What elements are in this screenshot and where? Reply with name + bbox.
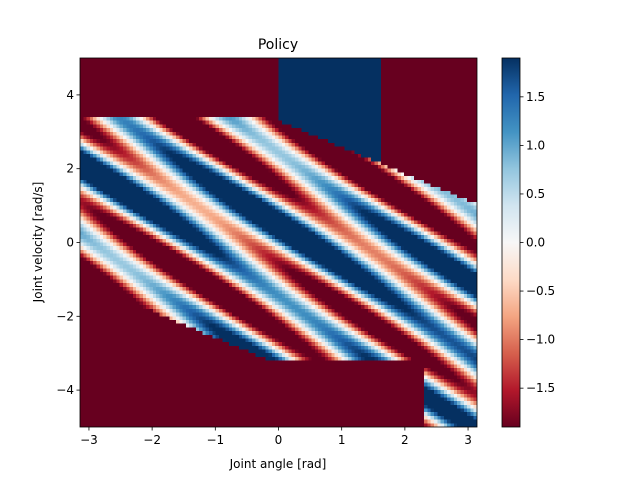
- x-axis-ticks: −3 −2 −1 0 1 2 3: [80, 427, 472, 447]
- x-tick-label: −3: [80, 433, 98, 447]
- x-tick-label: −1: [206, 433, 224, 447]
- y-tick-label: 0: [66, 236, 74, 250]
- colorbar-tick-label: 1.5: [526, 90, 545, 104]
- x-tick-label: 2: [401, 433, 409, 447]
- y-axis-label: Joint velocity [rad/s]: [31, 182, 45, 304]
- colorbar-ticks: −1.5 −1.0 −0.5 0.0 0.5 1.0 1.5: [520, 90, 555, 395]
- colorbar-tick-label: −1.5: [526, 381, 555, 395]
- heatmap-plot-area: [80, 58, 477, 427]
- chart-title: Policy: [258, 37, 298, 53]
- y-tick-label: 4: [66, 88, 74, 102]
- y-axis-ticks: −4 −2 0 2 4: [56, 88, 80, 397]
- x-axis-label: Joint angle [rad]: [229, 457, 327, 471]
- x-tick-label: 0: [275, 433, 283, 447]
- colorbar-tick-label: 1.0: [526, 138, 545, 152]
- policy-heatmap-image: [80, 58, 477, 427]
- x-tick-label: 1: [338, 433, 346, 447]
- y-tick-label: −4: [56, 383, 74, 397]
- colorbar-tick-label: 0.5: [526, 187, 545, 201]
- colorbar-tick-label: 0.0: [526, 236, 545, 250]
- y-tick-label: −2: [56, 309, 74, 323]
- x-tick-label: 3: [464, 433, 472, 447]
- x-tick-label: −2: [143, 433, 161, 447]
- y-tick-label: 2: [66, 162, 74, 176]
- colorbar: [501, 57, 521, 428]
- colorbar-tick-label: −1.0: [526, 333, 555, 347]
- colorbar-tick-label: −0.5: [526, 284, 555, 298]
